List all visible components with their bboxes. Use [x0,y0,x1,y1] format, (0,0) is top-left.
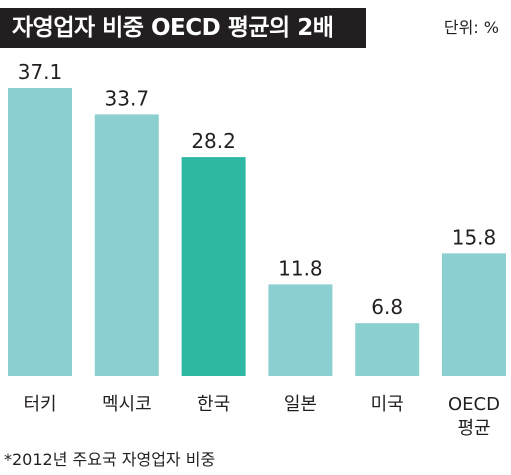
category-label-3: 일본 [284,394,317,415]
category-label-5-line-1: 평균 [457,418,490,439]
title-bar: 자영업자 비중 OECD 평균의 2배 [0,8,366,48]
footnote: *2012년 주요국 자영업자 비중 [4,450,216,469]
category-label-2: 한국 [197,394,230,415]
bar-2 [181,157,246,376]
value-label-1: 33.7 [105,86,150,110]
value-label-2: 28.2 [191,129,236,153]
value-label-0: 37.1 [18,60,63,84]
bar-1 [94,114,159,377]
category-label-1: 멕시코 [102,394,152,415]
category-label-4: 미국 [371,394,404,415]
bar-4 [355,323,420,376]
value-label-3: 11.8 [278,256,323,280]
bar-0 [8,88,72,376]
chart-title: 자영업자 비중 OECD 평균의 2배 [12,15,334,41]
value-label-5: 15.8 [452,225,497,249]
unit-label: 단위: % [443,18,499,37]
category-label-0: 터키 [23,394,56,415]
bar-5 [442,253,506,376]
bar-3 [268,284,333,376]
category-label-5-line-0: OECD [448,394,500,415]
value-label-4: 6.8 [371,295,403,319]
